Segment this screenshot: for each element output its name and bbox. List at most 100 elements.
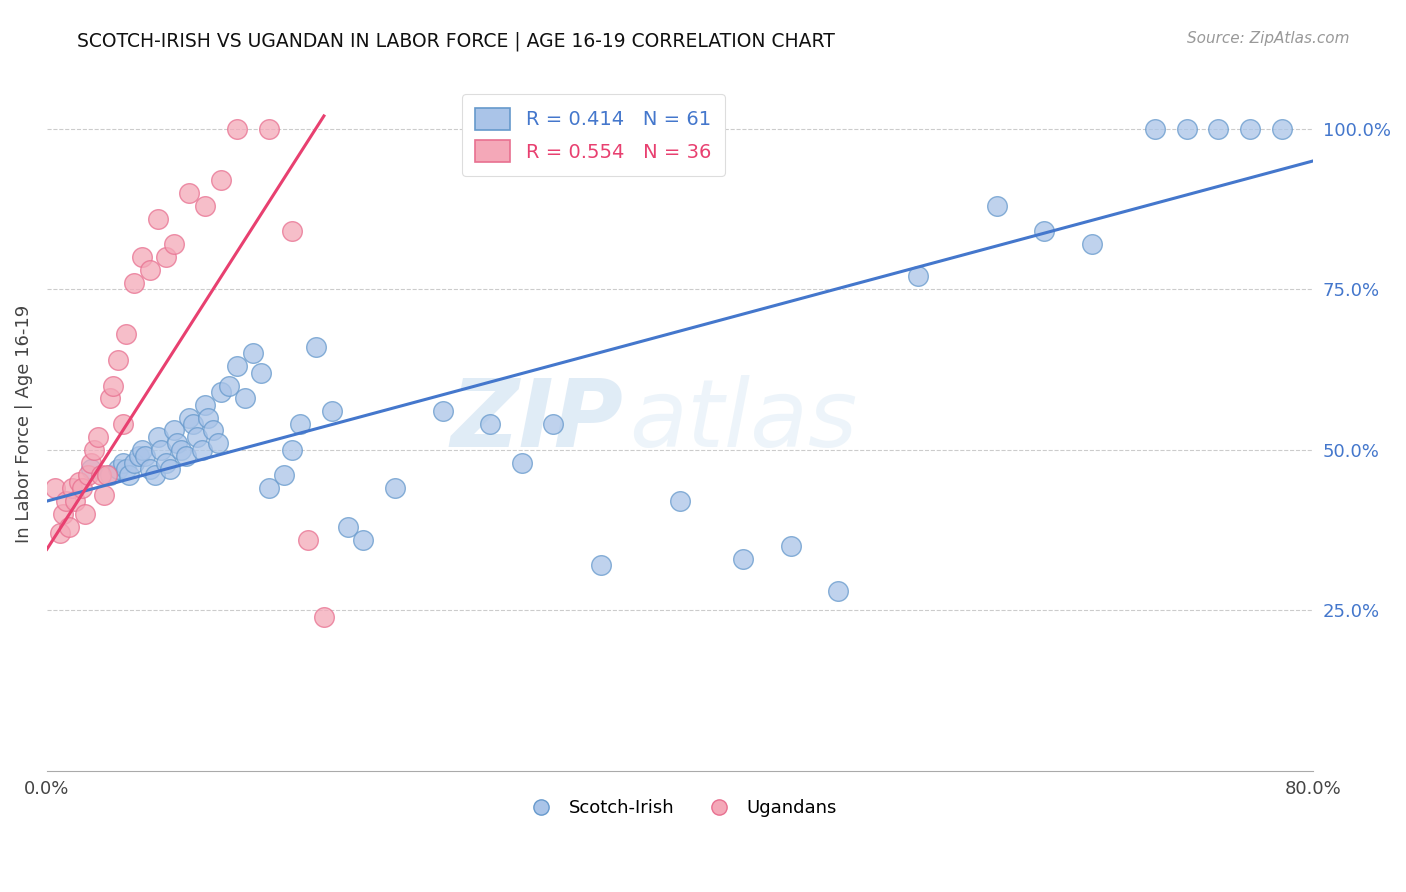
Point	[118, 468, 141, 483]
Point	[207, 436, 229, 450]
Legend: Scotch-Irish, Ugandans: Scotch-Irish, Ugandans	[516, 791, 844, 824]
Point	[194, 199, 217, 213]
Text: SCOTCH-IRISH VS UGANDAN IN LABOR FORCE | AGE 16-19 CORRELATION CHART: SCOTCH-IRISH VS UGANDAN IN LABOR FORCE |…	[77, 31, 835, 51]
Point	[780, 539, 803, 553]
Point	[543, 417, 565, 431]
Text: Source: ZipAtlas.com: Source: ZipAtlas.com	[1187, 31, 1350, 46]
Point	[146, 430, 169, 444]
Point	[312, 609, 335, 624]
Point	[48, 526, 70, 541]
Point	[209, 384, 232, 399]
Point	[170, 442, 193, 457]
Point	[353, 533, 375, 547]
Point	[1239, 121, 1261, 136]
Point	[1271, 121, 1294, 136]
Point	[225, 121, 247, 136]
Point	[162, 424, 184, 438]
Point	[218, 378, 240, 392]
Point	[336, 520, 359, 534]
Point	[281, 225, 304, 239]
Point	[86, 430, 108, 444]
Point	[1033, 225, 1056, 239]
Point	[128, 449, 150, 463]
Point	[80, 456, 103, 470]
Point	[93, 488, 115, 502]
Point	[80, 462, 103, 476]
Y-axis label: In Labor Force | Age 16-19: In Labor Force | Age 16-19	[15, 305, 32, 543]
Point	[1206, 121, 1229, 136]
Point	[1143, 121, 1166, 136]
Point	[67, 475, 90, 489]
Point	[107, 462, 129, 476]
Point	[191, 442, 214, 457]
Point	[65, 494, 87, 508]
Point	[77, 468, 100, 483]
Point	[186, 430, 208, 444]
Point	[115, 462, 138, 476]
Point	[103, 378, 125, 392]
Point	[159, 462, 181, 476]
Point	[98, 392, 121, 406]
Point	[257, 481, 280, 495]
Point	[149, 442, 172, 457]
Point	[166, 436, 188, 450]
Point	[233, 392, 256, 406]
Point	[162, 237, 184, 252]
Point	[194, 398, 217, 412]
Point	[384, 481, 406, 495]
Point	[589, 558, 612, 573]
Point	[83, 442, 105, 457]
Point	[155, 250, 177, 264]
Point	[209, 173, 232, 187]
Point	[181, 417, 204, 431]
Point	[44, 481, 66, 495]
Point	[197, 410, 219, 425]
Text: atlas: atlas	[630, 376, 858, 467]
Point	[733, 552, 755, 566]
Point	[249, 366, 271, 380]
Point	[60, 481, 83, 495]
Point	[179, 186, 201, 200]
Point	[827, 584, 849, 599]
Point	[52, 507, 75, 521]
Point	[55, 494, 77, 508]
Point	[242, 346, 264, 360]
Point	[257, 121, 280, 136]
Point	[986, 199, 1008, 213]
Point	[73, 507, 96, 521]
Text: ZIP: ZIP	[450, 375, 623, 467]
Point	[225, 359, 247, 374]
Point	[479, 417, 502, 431]
Point	[111, 456, 134, 470]
Point	[143, 468, 166, 483]
Point	[90, 468, 112, 483]
Point	[70, 481, 93, 495]
Point	[155, 456, 177, 470]
Point	[96, 468, 118, 483]
Point	[58, 520, 80, 534]
Point	[131, 442, 153, 457]
Point	[115, 327, 138, 342]
Point	[281, 442, 304, 457]
Point	[134, 449, 156, 463]
Point	[432, 404, 454, 418]
Point	[202, 424, 225, 438]
Point	[122, 456, 145, 470]
Point	[1175, 121, 1198, 136]
Point	[305, 340, 328, 354]
Point	[131, 250, 153, 264]
Point	[1080, 237, 1102, 252]
Point	[297, 533, 319, 547]
Point	[273, 468, 295, 483]
Point	[288, 417, 311, 431]
Point	[174, 449, 197, 463]
Point	[139, 462, 162, 476]
Point	[321, 404, 343, 418]
Point	[111, 417, 134, 431]
Point	[139, 263, 162, 277]
Point	[179, 410, 201, 425]
Point	[669, 494, 692, 508]
Point	[98, 468, 121, 483]
Point	[510, 456, 533, 470]
Point	[146, 211, 169, 226]
